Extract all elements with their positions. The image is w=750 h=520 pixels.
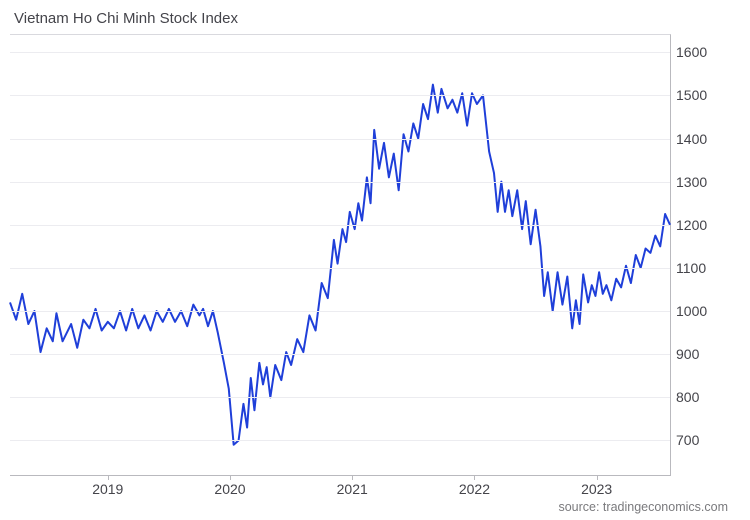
y-tick-label: 800	[676, 389, 716, 405]
x-tick-label: 2021	[337, 481, 368, 497]
x-tick-label: 2022	[459, 481, 490, 497]
x-tick-label: 2020	[214, 481, 245, 497]
gridline	[10, 182, 670, 183]
x-tick-mark	[230, 475, 231, 480]
line-series	[10, 35, 670, 475]
y-tick-label: 1000	[676, 303, 716, 319]
y-tick-label: 1500	[676, 87, 716, 103]
gridline	[10, 397, 670, 398]
chart-title: Vietnam Ho Chi Minh Stock Index	[14, 10, 238, 27]
y-tick-label: 900	[676, 346, 716, 362]
gridline	[10, 225, 670, 226]
gridline	[10, 95, 670, 96]
y-tick-label: 700	[676, 432, 716, 448]
y-tick-label: 1200	[676, 217, 716, 233]
gridline	[10, 354, 670, 355]
y-tick-label: 1400	[676, 131, 716, 147]
x-tick-mark	[352, 475, 353, 480]
gridline	[10, 311, 670, 312]
x-tick-mark	[474, 475, 475, 480]
y-tick-label: 1100	[676, 260, 716, 276]
x-tick-label: 2019	[92, 481, 123, 497]
y-tick-label: 1300	[676, 174, 716, 190]
x-tick-mark	[108, 475, 109, 480]
y-tick-label: 1600	[676, 44, 716, 60]
source-attribution: source: tradingeconomics.com	[558, 500, 728, 514]
gridline	[10, 52, 670, 53]
plot-area: 7008009001000110012001300140015001600201…	[10, 34, 671, 476]
gridline	[10, 139, 670, 140]
x-tick-mark	[597, 475, 598, 480]
gridline	[10, 440, 670, 441]
gridline	[10, 268, 670, 269]
stock-index-chart: Vietnam Ho Chi Minh Stock Index 70080090…	[0, 0, 750, 520]
x-tick-label: 2023	[581, 481, 612, 497]
